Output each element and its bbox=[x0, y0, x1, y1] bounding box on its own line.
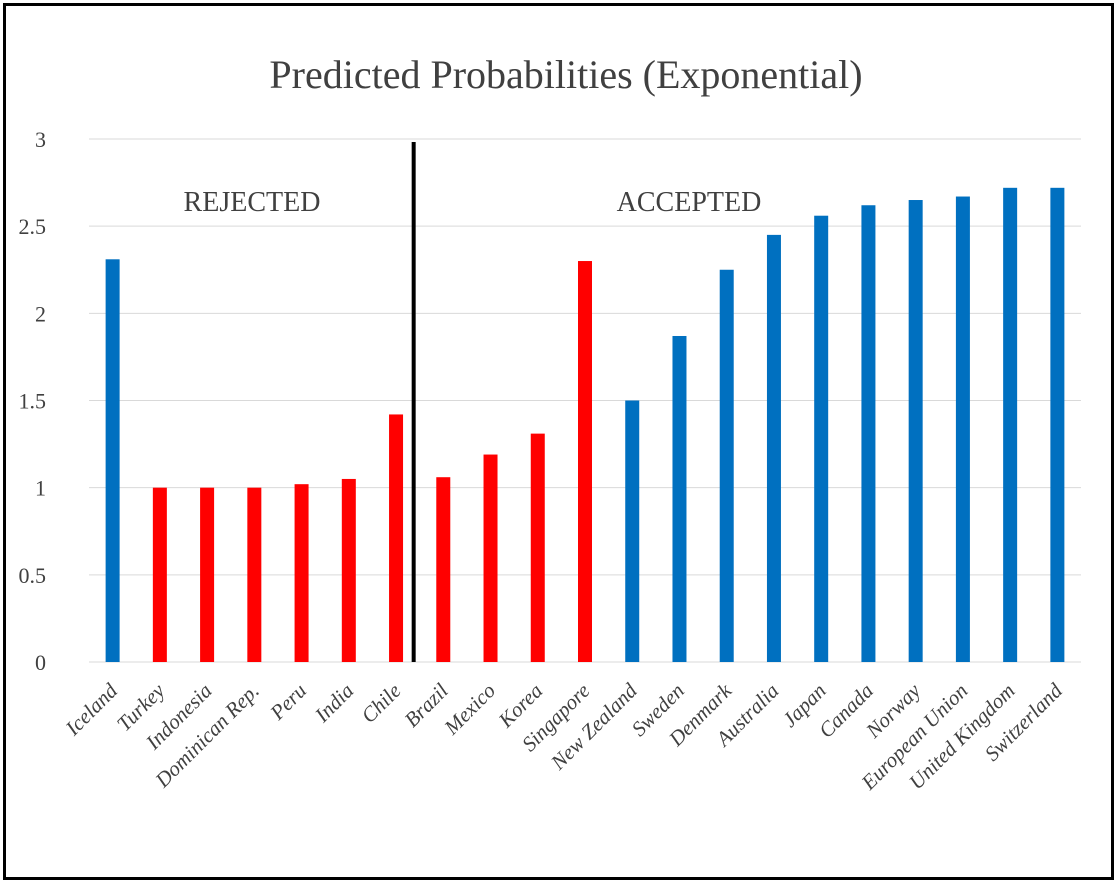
bar-canada bbox=[861, 205, 876, 662]
y-tick-label: 2 bbox=[35, 301, 46, 326]
bar-indonesia bbox=[200, 487, 215, 662]
bar-japan bbox=[814, 215, 829, 662]
bars bbox=[105, 187, 1065, 662]
bar-brazil bbox=[436, 477, 451, 662]
bar-singapore bbox=[578, 261, 592, 662]
bar-korea bbox=[530, 433, 545, 662]
bar-chile bbox=[389, 414, 404, 662]
bar-chart: Predicted Probabilities (Exponential) 00… bbox=[19, 52, 1081, 795]
rejected-annotation: REJECTED bbox=[184, 187, 321, 218]
y-tick-label: 0.5 bbox=[19, 563, 47, 588]
chart-title: Predicted Probabilities (Exponential) bbox=[269, 52, 862, 97]
bar-australia bbox=[766, 234, 781, 662]
bar-india bbox=[341, 478, 356, 662]
bar-turkey bbox=[152, 487, 167, 662]
bar-peru bbox=[294, 484, 309, 662]
bar-united-kingdom bbox=[1003, 187, 1018, 662]
bar-switzerland bbox=[1050, 187, 1065, 662]
x-tick-label: Chile bbox=[356, 679, 405, 728]
bar-denmark bbox=[719, 269, 734, 662]
bar-norway bbox=[908, 200, 923, 662]
x-tick-label: Peru bbox=[265, 679, 312, 726]
bar-new-zealand bbox=[625, 400, 640, 662]
x-tick-label: India bbox=[309, 679, 358, 728]
y-axis-ticks: 0 0.5 1 1.5 2 2.5 3 bbox=[19, 127, 47, 675]
x-tick-label: Mexico bbox=[439, 679, 500, 740]
bar-mexico bbox=[483, 454, 498, 662]
y-tick-label: 1.5 bbox=[19, 389, 47, 414]
bar-sweden bbox=[672, 335, 687, 662]
accepted-annotation: ACCEPTED bbox=[617, 187, 762, 218]
y-tick-label: 2.5 bbox=[19, 214, 47, 239]
x-tick-label: Iceland bbox=[60, 678, 123, 741]
y-tick-label: 1 bbox=[35, 476, 46, 501]
y-tick-label: 3 bbox=[35, 127, 46, 152]
y-tick-label: 0 bbox=[35, 650, 46, 675]
bar-dominican-rep- bbox=[247, 487, 262, 662]
bar-iceland bbox=[105, 259, 120, 662]
bar-european-union bbox=[955, 196, 970, 662]
